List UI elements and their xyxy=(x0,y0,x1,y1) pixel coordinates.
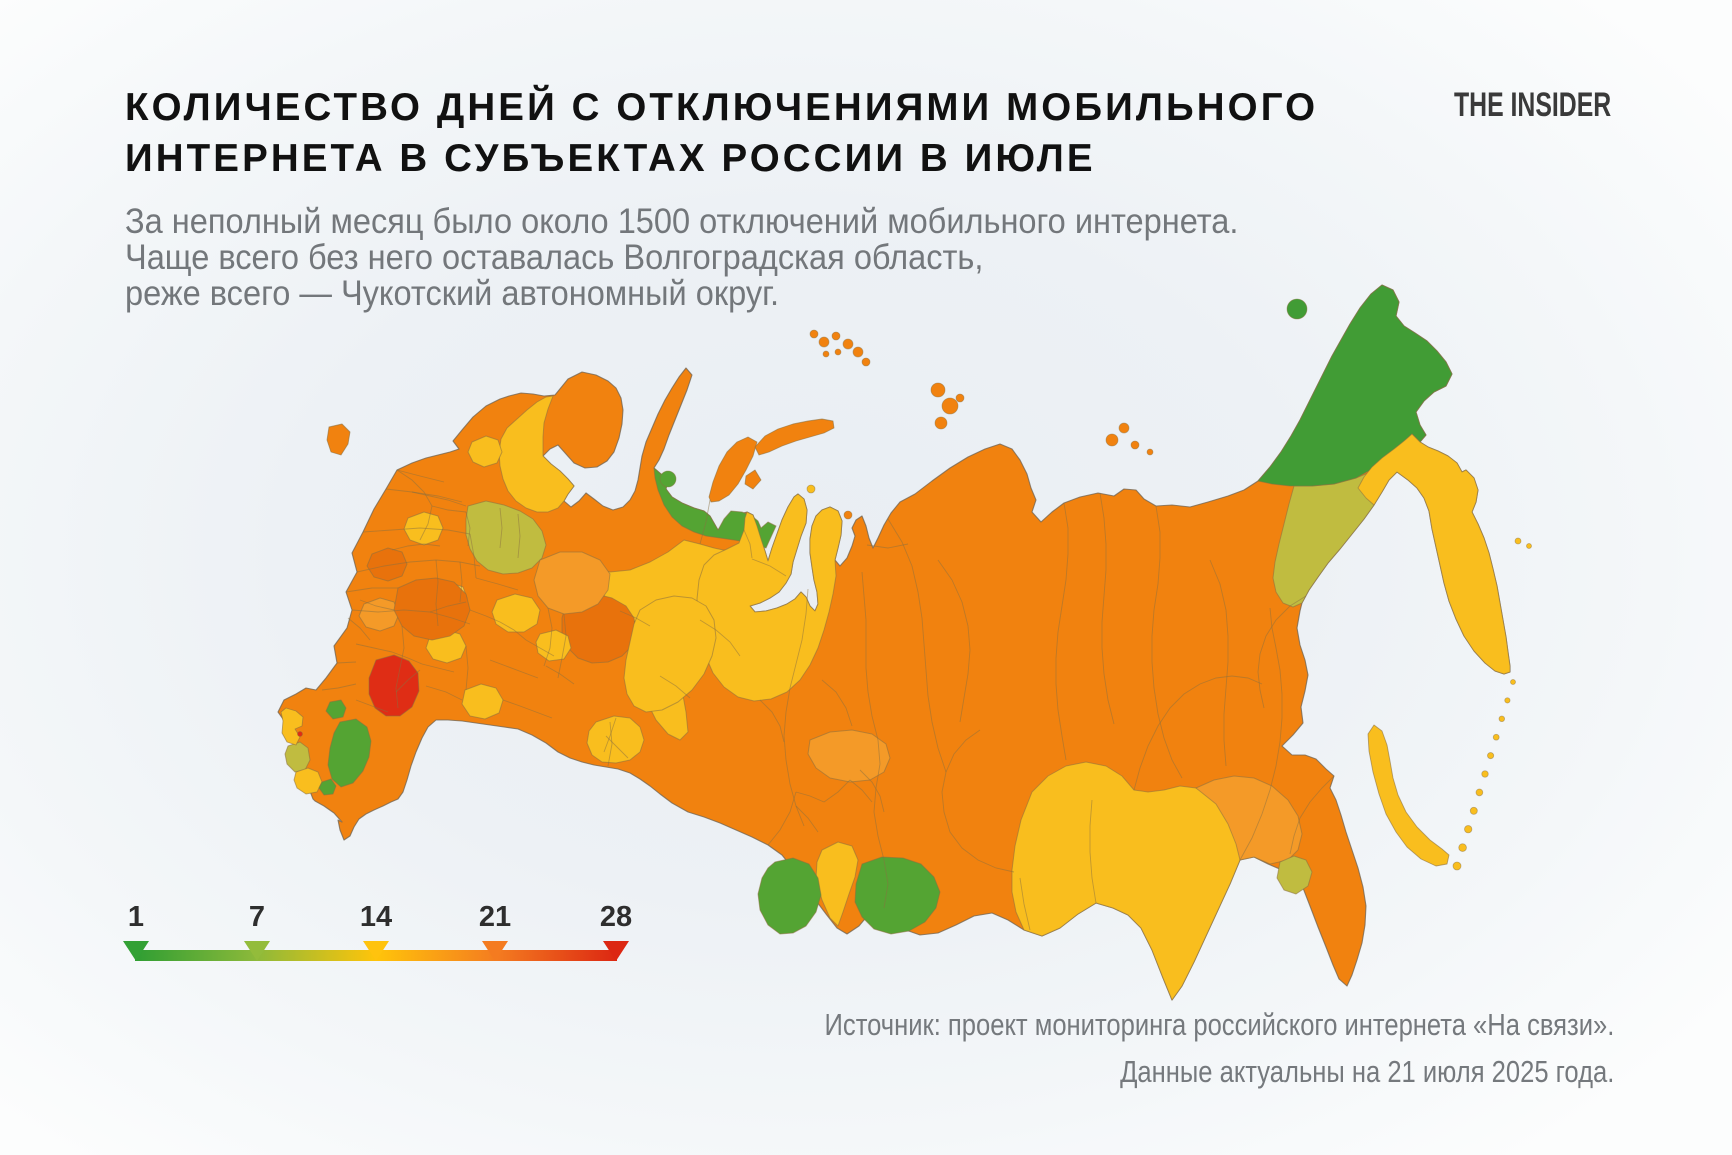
svg-text:1: 1 xyxy=(128,901,144,933)
svg-text:7: 7 xyxy=(249,901,265,933)
svg-text:21: 21 xyxy=(479,901,511,933)
svg-text:28: 28 xyxy=(600,901,632,933)
svg-text:14: 14 xyxy=(360,901,392,933)
